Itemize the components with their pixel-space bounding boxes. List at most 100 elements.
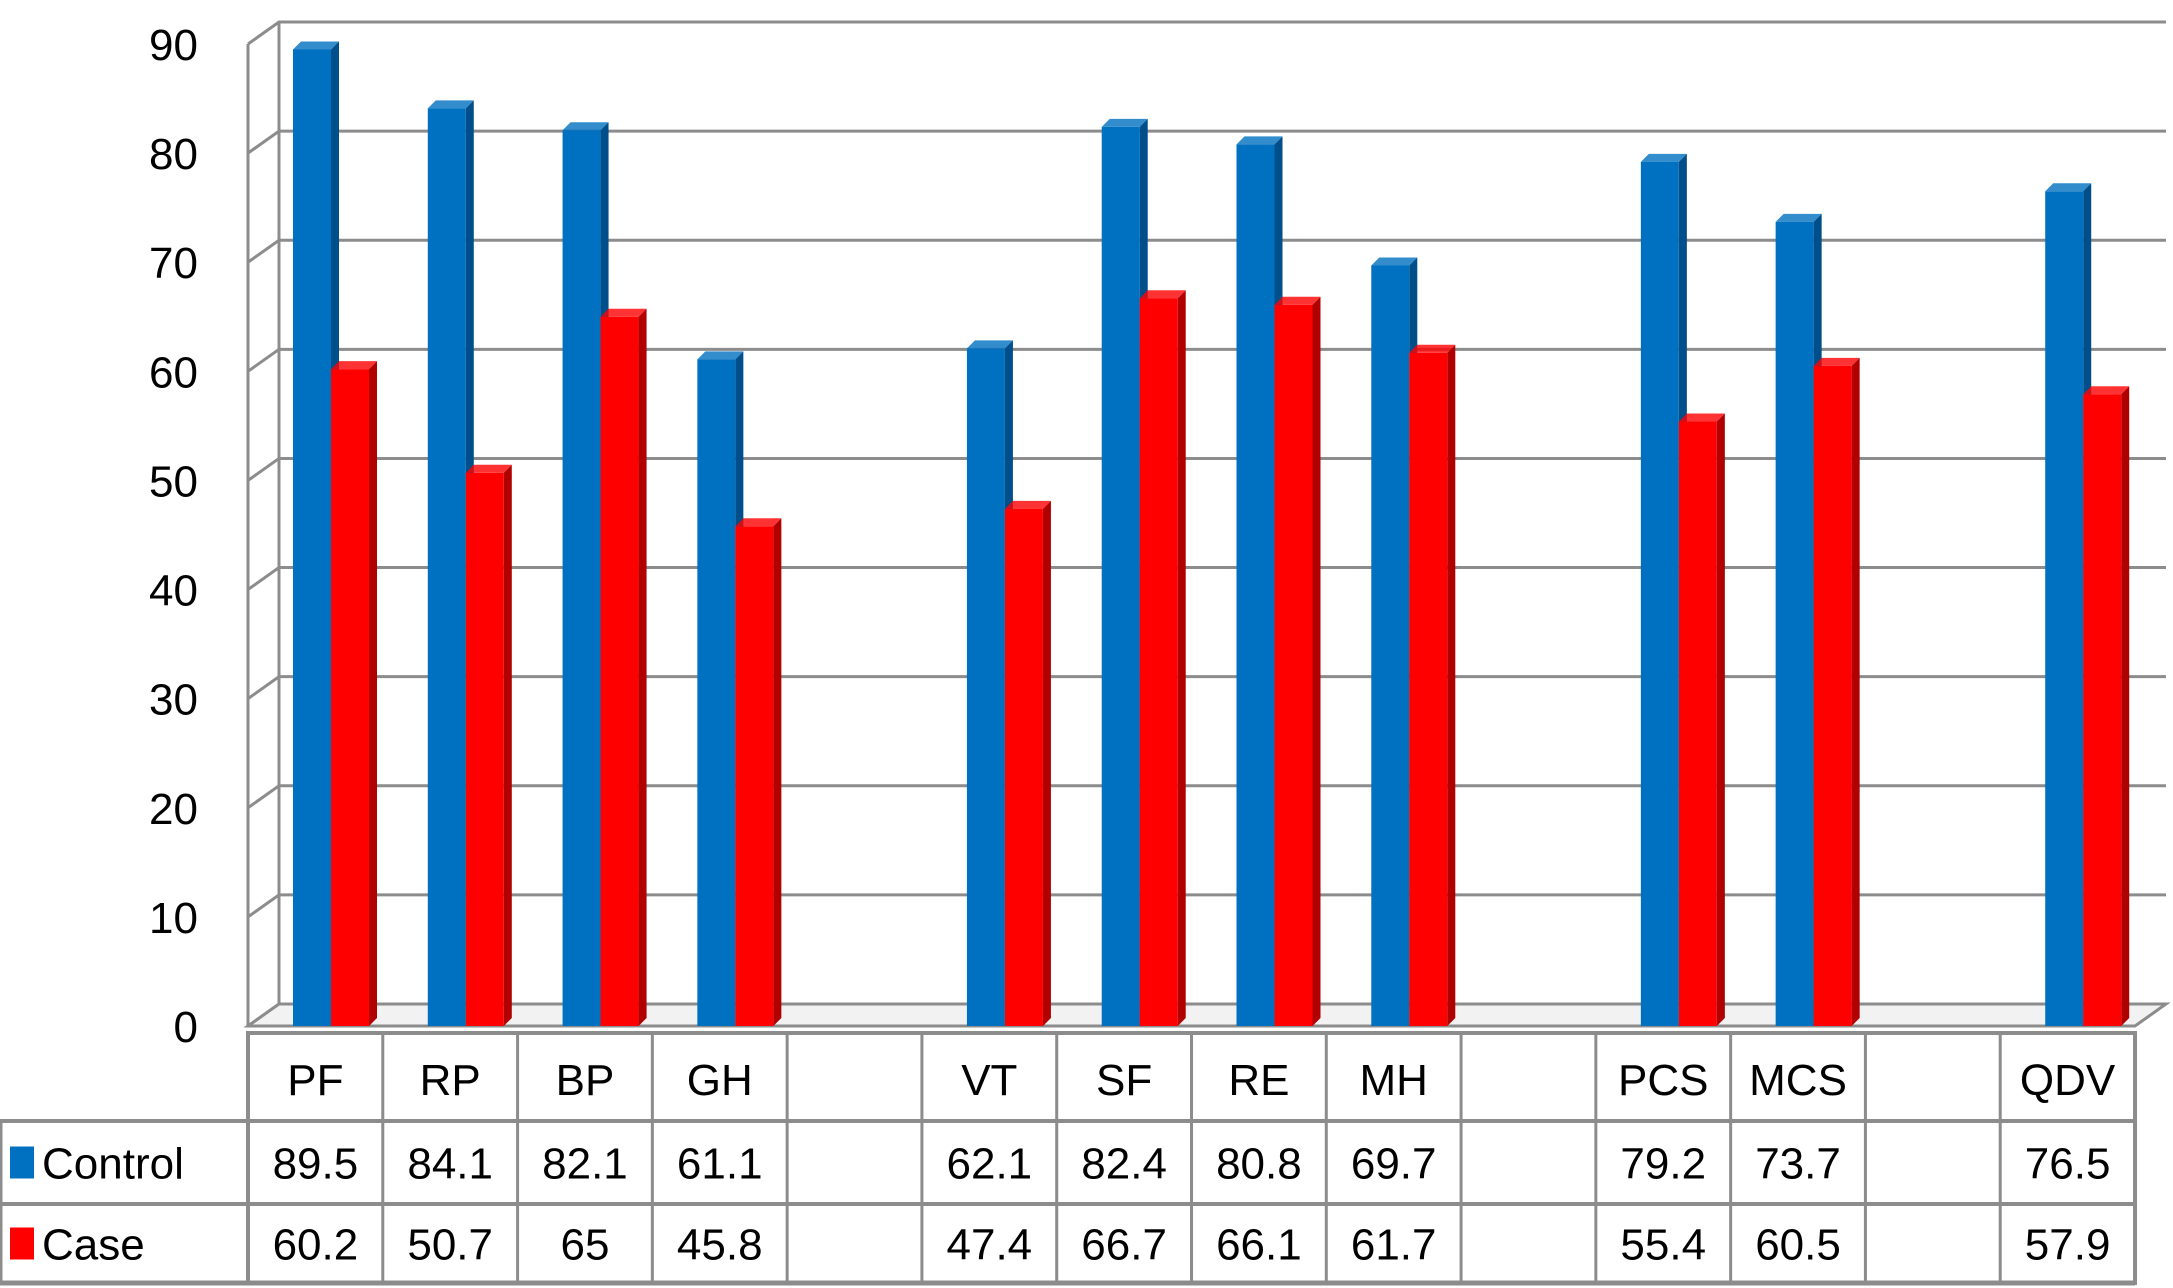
bar-case xyxy=(1409,352,1448,1027)
bar-top xyxy=(735,518,782,527)
data-label: 62.1 xyxy=(947,1140,1033,1189)
bar-case xyxy=(1274,304,1313,1027)
x-tick-label: PF xyxy=(287,1056,343,1105)
bar-case xyxy=(1139,298,1178,1026)
y-tick-label: 10 xyxy=(149,894,198,943)
bar-side xyxy=(1851,357,1860,1026)
data-label: 47.4 xyxy=(947,1221,1033,1270)
data-table-outer xyxy=(0,1121,2135,1286)
bar-case xyxy=(331,369,369,1026)
bar-side xyxy=(2121,386,2130,1026)
bar-top xyxy=(427,100,474,109)
x-tick-label: QDV xyxy=(2020,1056,2116,1105)
x-tick-label: MH xyxy=(1359,1056,1427,1105)
bar-top xyxy=(331,361,377,370)
bar-control xyxy=(293,49,331,1026)
bar-case xyxy=(1813,365,1852,1026)
bar-case xyxy=(2083,394,2122,1026)
legend-label: Control xyxy=(42,1140,184,1189)
bar-top xyxy=(562,122,609,131)
data-label: 66.1 xyxy=(1216,1221,1302,1270)
y-tick-label: 70 xyxy=(149,239,198,288)
legend-swatch-case xyxy=(10,1227,34,1260)
data-label: 57.9 xyxy=(2025,1221,2111,1270)
bar-top xyxy=(1371,257,1418,266)
bar-case xyxy=(465,472,504,1027)
y-tick-label: 50 xyxy=(149,457,198,506)
bar-control xyxy=(562,130,601,1027)
bar-side xyxy=(773,518,782,1026)
bar-side xyxy=(638,308,647,1026)
data-label: 80.8 xyxy=(1216,1140,1302,1189)
data-label: 79.2 xyxy=(1620,1140,1706,1189)
bar-control xyxy=(1101,126,1140,1027)
data-label: 82.1 xyxy=(542,1140,628,1189)
x-tick-label: GH xyxy=(687,1056,753,1105)
bar-top xyxy=(2083,386,2130,395)
bar-control xyxy=(966,348,1005,1026)
data-label: 73.7 xyxy=(1755,1140,1841,1189)
data-label: 89.5 xyxy=(273,1140,359,1189)
bar-case xyxy=(735,526,774,1026)
y-tick-label: 0 xyxy=(174,1003,198,1052)
gridline xyxy=(247,784,2166,810)
x-tick-label: SF xyxy=(1096,1056,1152,1105)
bar-top xyxy=(1775,213,1822,222)
bar-top xyxy=(1139,290,1186,299)
data-label: 61.7 xyxy=(1351,1221,1437,1270)
bar-control xyxy=(1371,265,1410,1026)
bar-side xyxy=(1177,290,1186,1026)
data-label: 66.7 xyxy=(1081,1221,1167,1270)
data-label: 65 xyxy=(560,1221,609,1270)
data-label: 61.1 xyxy=(677,1140,763,1189)
bar-side xyxy=(1042,500,1051,1026)
gridline xyxy=(247,347,2166,373)
bar-top xyxy=(966,340,1013,349)
y-tick-label: 40 xyxy=(149,567,198,616)
x-tick-label: PCS xyxy=(1618,1056,1708,1105)
chart-floor xyxy=(243,1002,2171,1028)
bar-top xyxy=(1813,357,1860,366)
gridline xyxy=(247,129,2166,155)
x-tick-label: BP xyxy=(556,1056,615,1105)
data-label: 45.8 xyxy=(677,1221,763,1270)
bar-side xyxy=(1716,413,1725,1027)
bar-side xyxy=(1312,296,1321,1027)
bar-control xyxy=(1775,221,1814,1027)
bar-top xyxy=(293,41,339,50)
data-label: 76.5 xyxy=(2025,1140,2111,1189)
x-tick-label: RP xyxy=(420,1056,481,1105)
data-label: 82.4 xyxy=(1081,1140,1167,1189)
bar-top xyxy=(1640,153,1687,162)
data-label: 60.2 xyxy=(273,1221,359,1270)
bar-top xyxy=(1409,344,1456,353)
y-tick-label: 20 xyxy=(149,785,198,834)
bar-control xyxy=(1236,144,1275,1027)
bar-top xyxy=(1678,413,1725,422)
data-label: 60.5 xyxy=(1755,1221,1841,1270)
gridline xyxy=(247,893,2166,919)
y-tick-label: 60 xyxy=(149,348,198,397)
gridline xyxy=(247,20,2166,46)
x-tick-label: VT xyxy=(961,1056,1017,1105)
bar-top xyxy=(1236,136,1283,145)
y-tick-label: 30 xyxy=(149,676,198,725)
gridline xyxy=(247,566,2166,591)
bar-top xyxy=(697,351,744,360)
bar-side xyxy=(369,361,377,1026)
bar-case xyxy=(1004,508,1043,1026)
y-tick-label: 80 xyxy=(149,130,198,179)
bar-top xyxy=(465,464,512,473)
data-label: 84.1 xyxy=(407,1140,493,1189)
data-label: 69.7 xyxy=(1351,1140,1437,1189)
bar-case xyxy=(1678,421,1717,1027)
bar-side xyxy=(1447,344,1456,1027)
bar-top xyxy=(2045,183,2092,192)
bar-control xyxy=(1640,161,1679,1027)
bar-top xyxy=(1004,500,1051,509)
bar-control xyxy=(2045,191,2084,1027)
data-label: 50.7 xyxy=(407,1221,493,1270)
bar-control xyxy=(697,359,736,1026)
bar-top xyxy=(1274,296,1321,305)
